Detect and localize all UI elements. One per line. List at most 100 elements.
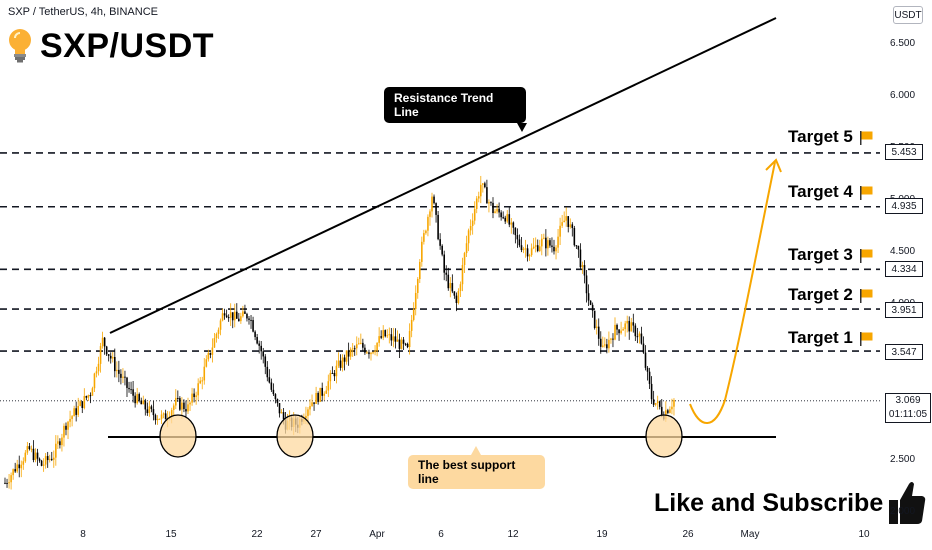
candle-body [471,220,474,226]
price-label-target-3: 4.334 [885,261,923,277]
candle-body [433,196,435,204]
candle-body [321,387,323,396]
candle-body [144,400,147,410]
candle-body [158,418,161,420]
candle-body [315,392,317,404]
candle-body [577,245,580,250]
candle-body [199,380,201,384]
candle-body [256,337,258,344]
target-1-label: Target 1 [788,328,873,348]
candle-body [172,405,175,410]
candle-body [69,418,71,422]
candle-body [254,331,256,338]
candle-body [347,350,350,357]
price-label-target-2: 3.951 [885,302,923,318]
candle-body [213,338,216,348]
time-tick: 6 [438,529,444,540]
candle-body [622,329,624,331]
candle-body [221,313,224,321]
candle-body [93,373,96,389]
candle-body [205,359,208,367]
candle-body [559,225,561,237]
symbol-info: SXP / TetherUS, 4h, BINANCE [8,6,158,18]
candle-body [394,336,397,342]
candle-body [116,369,118,372]
candle-body [156,418,159,421]
candle-body [402,339,405,344]
candle-body [242,311,244,317]
candle-body [233,311,236,321]
candle-body [325,390,328,394]
candle-body [624,323,626,330]
support-touch-circle [645,414,683,458]
candle-body [610,338,612,340]
candle-body [565,216,567,221]
candle-body [589,300,592,305]
candle-body [669,409,671,413]
candle-body [484,183,486,188]
candle-body [516,235,519,240]
candle-body [36,452,39,459]
candle-body [120,373,122,378]
candle-body [364,347,366,353]
candle-body [384,330,387,337]
candle-body [410,319,413,331]
candle-body [366,352,368,354]
candle-body [223,313,226,316]
candle-body [250,319,252,321]
candle-body [475,198,478,210]
candle-body [644,352,647,368]
candle-body [431,196,433,212]
candle-body [636,336,639,338]
currency-unit[interactable]: USDT [893,6,923,24]
candle-body [486,187,488,204]
candle-body [240,316,242,322]
candle-body [142,400,145,405]
candle-body [541,238,543,247]
brand-header: SXP/USDT [6,26,214,66]
candle-body [236,311,238,319]
candle-body [561,222,563,226]
candle-body [87,395,90,398]
flag-icon [859,248,873,263]
candle-body [360,342,362,344]
candle-body [351,348,354,350]
candle-body [634,325,637,337]
candle-body [75,408,77,415]
target-3-label: Target 3 [788,245,873,265]
candle-body [177,397,179,399]
candle-body [353,348,356,350]
candle-body [482,183,484,185]
target-5-text: Target 5 [788,127,853,146]
support-callout-pointer [471,446,481,455]
candle-body [343,357,346,362]
candle-body [65,425,67,430]
candle-body [227,317,230,319]
candle-body [355,344,358,349]
candle-body [211,347,214,355]
candle-body [616,324,618,330]
resistance-trend-line [109,17,777,334]
candle-body [341,357,344,368]
candle-body [244,311,246,314]
candle-body [349,349,352,357]
candle-body [345,350,348,362]
candle-body [107,354,110,356]
target-1-text: Target 1 [788,328,853,347]
candle-body [449,283,452,289]
candle-body [197,383,199,396]
candle-body [46,456,49,461]
target-4-label: Target 4 [788,182,873,202]
candle-body [628,320,631,332]
candle-body [650,383,653,400]
candle-body [4,482,6,484]
resistance-callout-pointer [517,123,527,132]
candle-body [329,372,332,382]
candle-body [445,272,448,275]
candle-body [396,339,399,342]
target-5-label: Target 5 [788,127,873,147]
candle-body [105,346,108,355]
candle-body [252,320,254,332]
candle-body [656,401,659,404]
